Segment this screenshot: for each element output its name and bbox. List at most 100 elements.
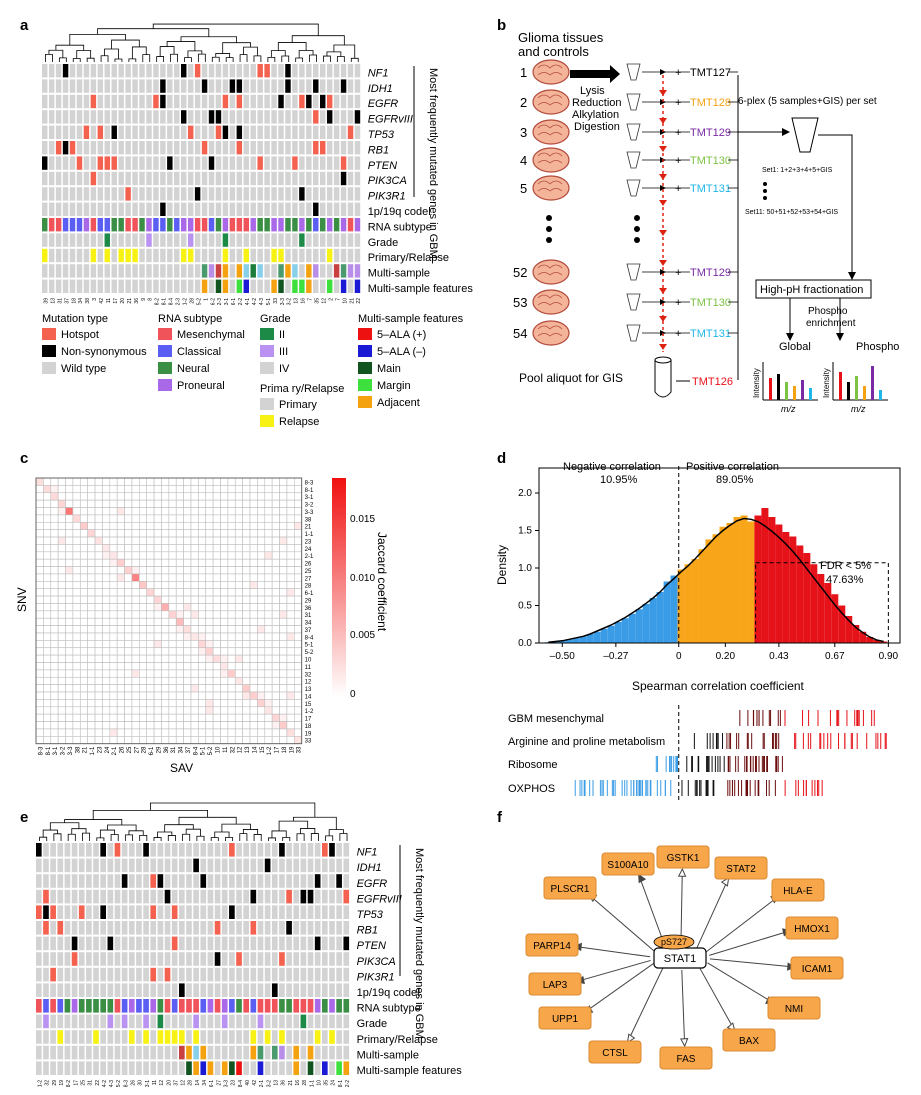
heatmap-cell — [161, 529, 170, 538]
onco-cell — [132, 64, 138, 78]
spectrum-peak — [839, 372, 842, 400]
heatmap-cell — [168, 617, 177, 626]
onco-cell — [236, 843, 242, 857]
heatmap-cell — [94, 676, 103, 685]
heatmap-cell — [146, 573, 155, 582]
onco-cell — [160, 171, 166, 186]
heatmap-cell — [161, 617, 170, 626]
onco-cell — [329, 983, 335, 997]
onco-cell — [136, 1061, 142, 1075]
heatmap-cell — [183, 558, 192, 567]
heatmap-cell — [249, 632, 258, 641]
onco-cell — [150, 1014, 157, 1029]
onco-cell — [250, 248, 256, 263]
pf-node-icam1 — [790, 956, 844, 980]
pb-step-reduction: Reduction — [572, 97, 622, 109]
onco-cell — [250, 110, 256, 124]
onco-cell — [100, 1061, 106, 1075]
pc-col-label: 31 — [171, 746, 177, 753]
onco-cell — [257, 94, 263, 109]
onco-cell — [264, 921, 271, 935]
heatmap-cell — [161, 551, 170, 560]
heatmap-cell — [168, 654, 177, 663]
heatmap-cell — [264, 551, 273, 560]
pf-arrowhead — [626, 1033, 636, 1044]
onco-cell — [43, 999, 49, 1013]
heatmap-cell — [94, 728, 103, 737]
heatmap-cell — [205, 647, 214, 656]
heatmap-cell — [227, 573, 236, 582]
onco-cell — [193, 983, 199, 997]
onco-cell — [83, 187, 90, 201]
onco-cell — [340, 248, 347, 263]
heatmap-cell — [175, 647, 184, 656]
onco-cell — [181, 202, 187, 216]
legend-hotspot: Hotspot — [61, 329, 99, 341]
pc-xlabel: SAV — [170, 761, 193, 775]
heatmap-cell — [35, 610, 44, 619]
heatmap-cell — [102, 706, 111, 715]
heatmap-cell — [161, 544, 170, 553]
heatmap-cell — [234, 544, 243, 553]
onco-cell — [118, 202, 124, 216]
heatmap-cell — [94, 691, 103, 700]
onco-cell — [48, 279, 55, 293]
onco-cell — [314, 858, 321, 873]
onco-cell — [300, 921, 307, 935]
heatmap-cell — [175, 706, 184, 715]
heatmap-cell — [57, 573, 66, 582]
onco-cell — [340, 79, 347, 93]
onco-cell — [336, 889, 342, 904]
pb-tmt-label: TMT129 — [690, 127, 731, 139]
onco-cell — [83, 248, 90, 263]
heatmap-cell — [109, 647, 118, 656]
heatmap-cell — [190, 676, 199, 685]
onco-sample-label: 3-3 — [280, 298, 286, 305]
onco-cell — [186, 967, 192, 982]
heatmap-cell — [161, 735, 170, 744]
heatmap-cell — [190, 507, 199, 516]
onco-cell — [157, 999, 164, 1013]
pc-row-label: 26 — [305, 562, 312, 568]
heatmap-cell — [234, 654, 243, 663]
onco-sample-label: 23 — [231, 1080, 237, 1086]
onco-sample-label: 6-1 — [231, 298, 237, 305]
pc-col-label: 14 — [252, 746, 258, 753]
onco-cell — [83, 141, 90, 155]
heatmap-cell — [257, 551, 266, 560]
onco-cell — [36, 843, 42, 857]
heatmap-cell — [87, 632, 96, 641]
onco-cell — [314, 874, 321, 888]
heatmap-cell — [43, 691, 52, 700]
pd-x-tick-label: –0.50 — [550, 651, 575, 662]
onco-cell — [136, 936, 142, 951]
heatmap-cell — [293, 669, 302, 678]
heatmap-cell — [50, 514, 59, 523]
pf-node-ctsl — [588, 1040, 642, 1064]
heatmap-cell — [234, 566, 243, 575]
onco-cell — [136, 858, 142, 873]
heatmap-cell — [72, 728, 81, 737]
heatmap-cell — [50, 595, 59, 604]
pb-tmt-labels: TMT127TMT128TMT129TMT130TMT131TMT129TMT1… — [690, 67, 738, 340]
onco-cell — [104, 187, 110, 201]
onco-cell — [299, 125, 305, 139]
pd-x-tick-label: 0.20 — [716, 651, 736, 662]
heatmap-cell — [109, 558, 118, 567]
heatmap-cell — [227, 699, 236, 708]
onco-cell — [257, 141, 263, 155]
heatmap-cell — [116, 640, 125, 649]
heatmap-cell — [116, 551, 125, 560]
onco-cell — [229, 110, 236, 124]
heatmap-cell — [79, 676, 88, 685]
onco-cell — [336, 843, 342, 857]
heatmap-cell — [293, 558, 302, 567]
onco-cell — [279, 1014, 285, 1029]
onco-cell — [229, 983, 235, 997]
dendro-branch — [225, 837, 234, 841]
heatmap-cell — [271, 551, 280, 560]
onco-sample-label: 31 — [57, 298, 63, 304]
heatmap-cell — [249, 507, 258, 516]
onco-cell — [93, 983, 99, 997]
heatmap-cell — [87, 654, 96, 663]
